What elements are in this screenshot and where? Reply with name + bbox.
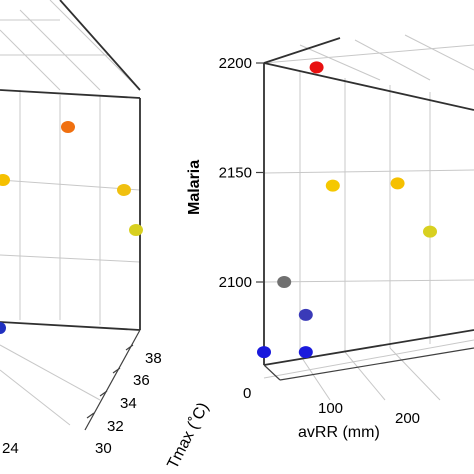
left-point-yellowgreen	[129, 224, 143, 236]
right-grid	[263, 34, 474, 401]
left-tmax-tick-0: 38	[145, 350, 162, 367]
right-point-0	[257, 346, 271, 359]
right-x-tick-1: 100	[318, 400, 343, 417]
right-z-axis: 2200 2150 2100	[219, 55, 264, 291]
right-point-4	[309, 61, 324, 74]
right-x-axis: 0 100 200	[243, 385, 420, 427]
right-x-label: avRR (mm)	[298, 424, 380, 441]
left-tmax-tick-1: 36	[133, 372, 150, 389]
right-z-tick-1: 2150	[219, 165, 252, 182]
right-frame	[263, 37, 474, 381]
left-tmax-label: Tmax (˚C)	[164, 400, 212, 472]
left-points	[0, 121, 143, 334]
right-point-3	[277, 276, 292, 288]
left-grid	[0, 0, 141, 426]
left-point-yellow-1	[0, 174, 10, 186]
left-tmax-tick-4: 30	[95, 440, 112, 457]
left-tmax-axis: 38 36 34 32 30 Tmax (˚C) 24	[2, 344, 212, 472]
right-x-tick-0: 0	[243, 385, 251, 402]
left-x-tick-0: 24	[2, 440, 19, 457]
right-points	[257, 61, 437, 359]
right-plot: 2200 2150 2100 0 100 200 Malaria avRR (mm)	[186, 34, 474, 441]
right-point-1	[298, 346, 313, 359]
left-point-blue	[0, 322, 6, 334]
left-plot: 38 36 34 32 30 Tmax (˚C) 24	[0, 0, 212, 472]
left-tmax-tick-3: 32	[107, 418, 124, 435]
right-x-tick-2: 200	[395, 410, 420, 427]
right-point-2	[298, 308, 313, 321]
right-point-6	[390, 177, 405, 190]
right-z-tick-2: 2100	[219, 274, 252, 291]
left-point-orange	[61, 121, 75, 133]
right-point-7	[423, 225, 437, 238]
right-point-5	[325, 179, 340, 192]
left-point-yellow-2	[117, 184, 131, 196]
left-frame	[0, 0, 141, 431]
left-tmax-tick-2: 34	[120, 395, 137, 412]
right-z-tick-0: 2200	[219, 55, 252, 72]
right-z-label: Malaria	[186, 160, 203, 215]
